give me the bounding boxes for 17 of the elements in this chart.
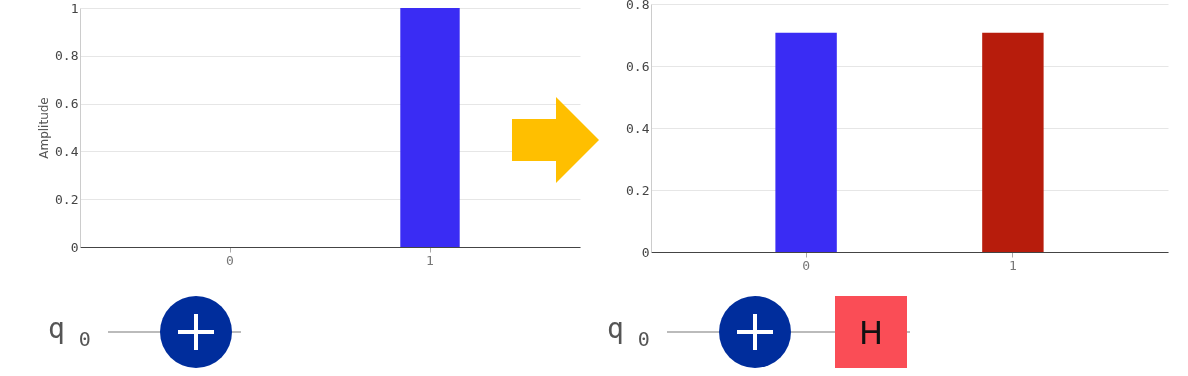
y-tick-label: 0.2 <box>626 182 650 198</box>
x-tick-label: 0 <box>226 252 234 268</box>
y-tick-label: 0.6 <box>626 58 650 74</box>
x-tick-label: 0 <box>802 257 811 273</box>
text: q$_{0}$ <box>607 312 650 351</box>
text: H <box>858 314 884 352</box>
y-tick-label: 0.2 <box>55 191 79 207</box>
y-tick-label: 1 <box>70 0 79 16</box>
y-axis-title: Amplitude <box>37 97 52 159</box>
y-tick-label: 0.4 <box>55 143 79 159</box>
x-tick-label: 1 <box>1008 257 1017 273</box>
text: q$_{0}$ <box>48 312 91 351</box>
y-tick-label: 0 <box>70 239 79 255</box>
y-tick-label: 0.4 <box>626 120 650 136</box>
x-tick-label: 1 <box>426 252 434 268</box>
y-tick-label: 0.6 <box>55 96 79 112</box>
y-tick-label: 0.8 <box>55 48 79 64</box>
